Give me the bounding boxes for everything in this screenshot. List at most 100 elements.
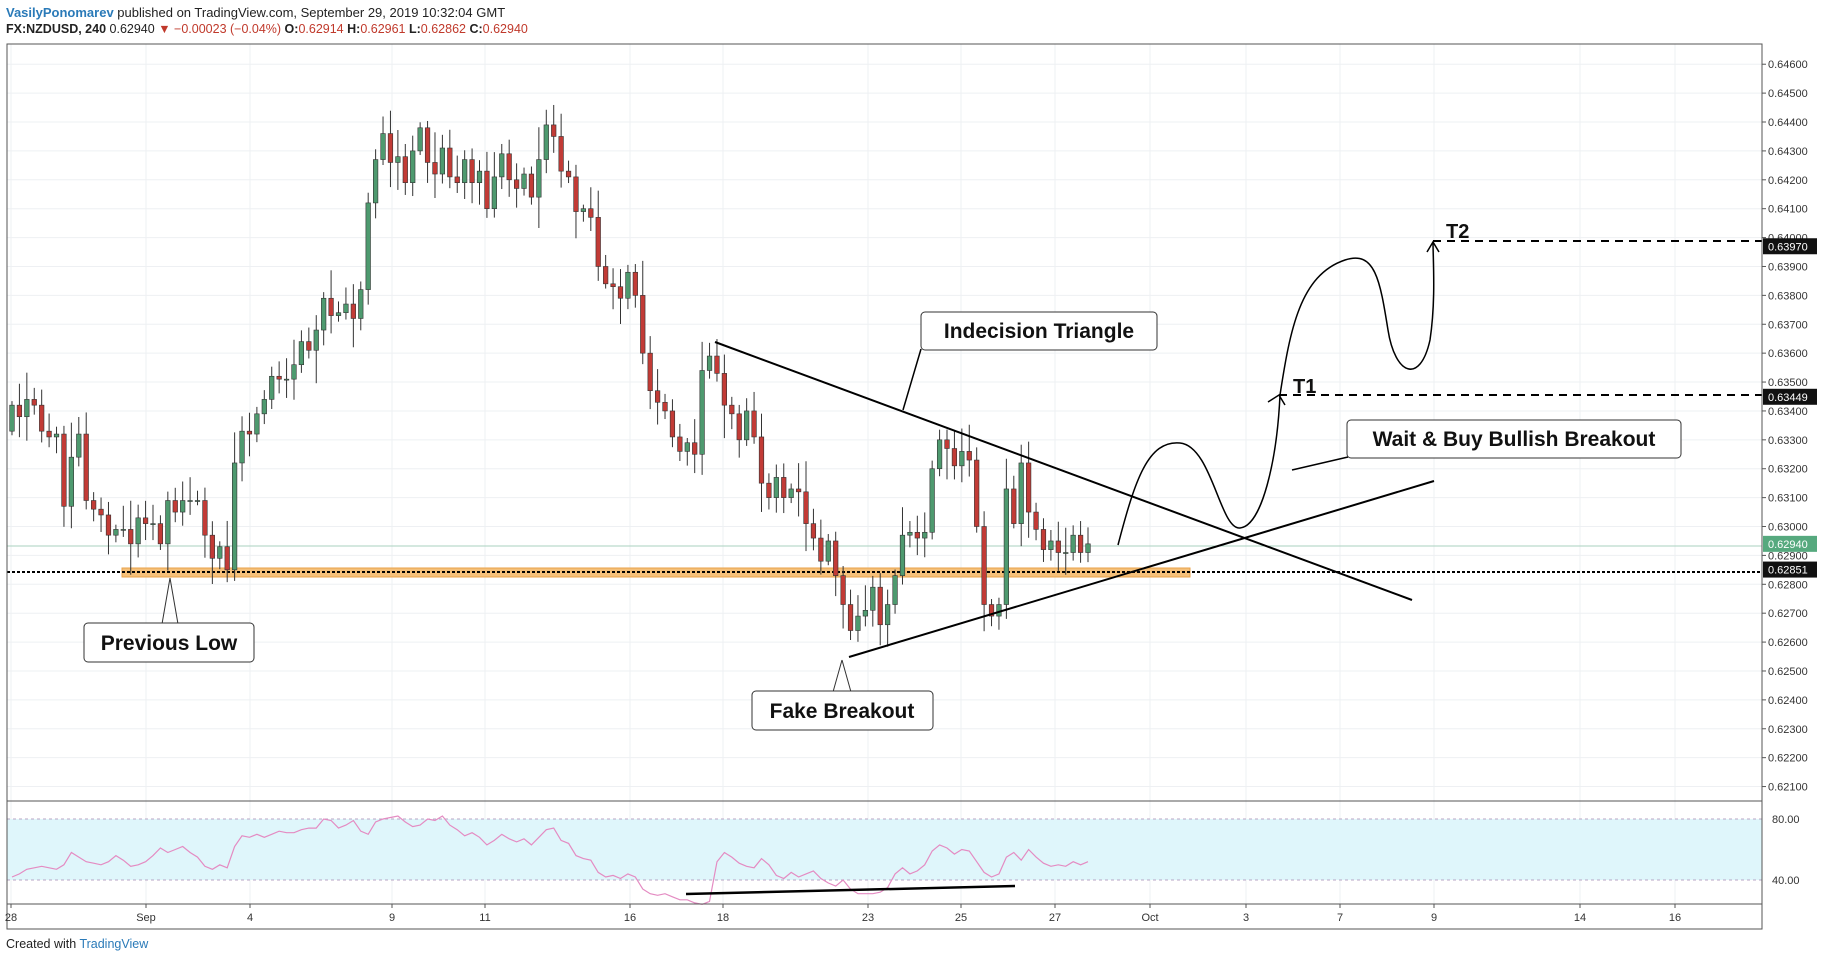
candle [135,504,141,558]
candle [654,369,661,425]
candle [172,487,178,523]
candle-body [617,286,624,299]
candle-body [1085,543,1091,553]
candle [24,372,30,441]
candle [350,284,356,348]
candle [625,264,631,310]
candle-body [892,575,898,605]
last-price: 0.62940 [109,22,155,36]
candle [833,531,839,597]
candle-body [1077,534,1084,553]
candle-body [788,488,794,498]
candle [313,315,319,384]
candle-body [1070,534,1076,553]
candle [936,429,943,477]
candle [1040,518,1047,562]
candle-body [877,586,883,626]
candle [1018,444,1024,547]
indecision-triangle-callout[interactable]: Indecision Triangle [920,311,1158,351]
candle-body [447,147,453,178]
x-tick-label: 9 [1431,912,1437,924]
candle-body [321,297,327,331]
rsi-layer [11,815,1089,906]
candle-body [76,433,82,458]
candle-body [699,370,705,455]
candle [795,463,802,517]
candle-body [61,433,67,507]
candle [521,167,527,196]
y-tick-label: 0.64100 [1768,204,1808,216]
triangle-upper-line[interactable] [714,341,1413,601]
open-value: 0.62914 [298,22,344,36]
candle-body [1063,552,1069,554]
candle-body [929,468,935,533]
candle-body [899,534,906,576]
drawings-layer [685,240,1762,896]
fake-breakout-callout[interactable]: Fake Breakout [751,659,934,731]
candle-body [1033,511,1039,530]
publish-text: published on TradingView.com, September … [117,5,506,20]
wait-callout[interactable]: Wait & Buy Bullish Breakout [1346,419,1682,459]
candle [283,358,290,398]
candle-body [410,150,416,183]
price-axis[interactable]: 0.64600 0.64500 0.64400 0.64300 0.64200 0.641… [1762,59,1808,794]
candle [766,473,772,510]
candle [358,281,364,331]
candle-body [966,451,972,461]
tradingview-logo-link[interactable]: TradingView [79,937,149,951]
time-axis[interactable]: 28 Sep 4 9 11 16 18 23 25 27 Oct 3 7 9 14 16 [5,904,1681,924]
candle [551,104,557,153]
candle [810,508,817,551]
candle-body [936,439,943,470]
projection-path-2 [1279,241,1435,396]
candle-body [744,410,750,441]
candle [528,166,535,205]
x-tick-label: 23 [862,912,874,924]
candle-body [580,208,586,212]
candle [194,490,201,506]
candle [885,589,891,647]
candle-body [1026,462,1032,513]
candle [595,190,601,281]
candle [120,505,126,537]
candle-body [439,147,446,175]
candle-body [1018,462,1024,524]
candle-body [39,404,45,432]
candle-body [781,477,787,498]
candle [373,149,379,219]
rsi-line [11,815,1089,906]
author-link[interactable]: VasilyPonomarev [6,5,114,20]
candle-body [565,170,572,178]
candle-body [194,500,201,502]
candle-body [803,491,809,524]
rsi-divergence-line[interactable] [685,884,1016,896]
rsi-band [7,819,1762,880]
price-label-box [1763,388,1817,405]
candle [217,541,223,570]
candle [16,383,23,438]
close-value: 0.62940 [482,22,528,36]
candle [729,396,735,430]
candle-body [603,266,609,285]
publish-info: VasilyPonomarev published on TradingView… [6,5,505,20]
candle-body [514,179,520,189]
candle [402,143,408,195]
candle-body [721,373,727,406]
candle [395,130,401,190]
candle [840,566,846,629]
candle-body [402,156,408,183]
previous-low-callout[interactable]: Previous Low [83,577,255,663]
candle-body [944,439,950,449]
candle [1055,521,1061,571]
candle [105,501,112,555]
candle-body [795,488,802,493]
x-tick-label: 9 [389,912,395,924]
candle [721,354,727,439]
candle [951,431,958,480]
triangle-lower-line[interactable] [848,480,1435,658]
candle [128,500,134,575]
candle [91,492,97,522]
candle-body [662,401,668,412]
candle-body [387,133,394,163]
